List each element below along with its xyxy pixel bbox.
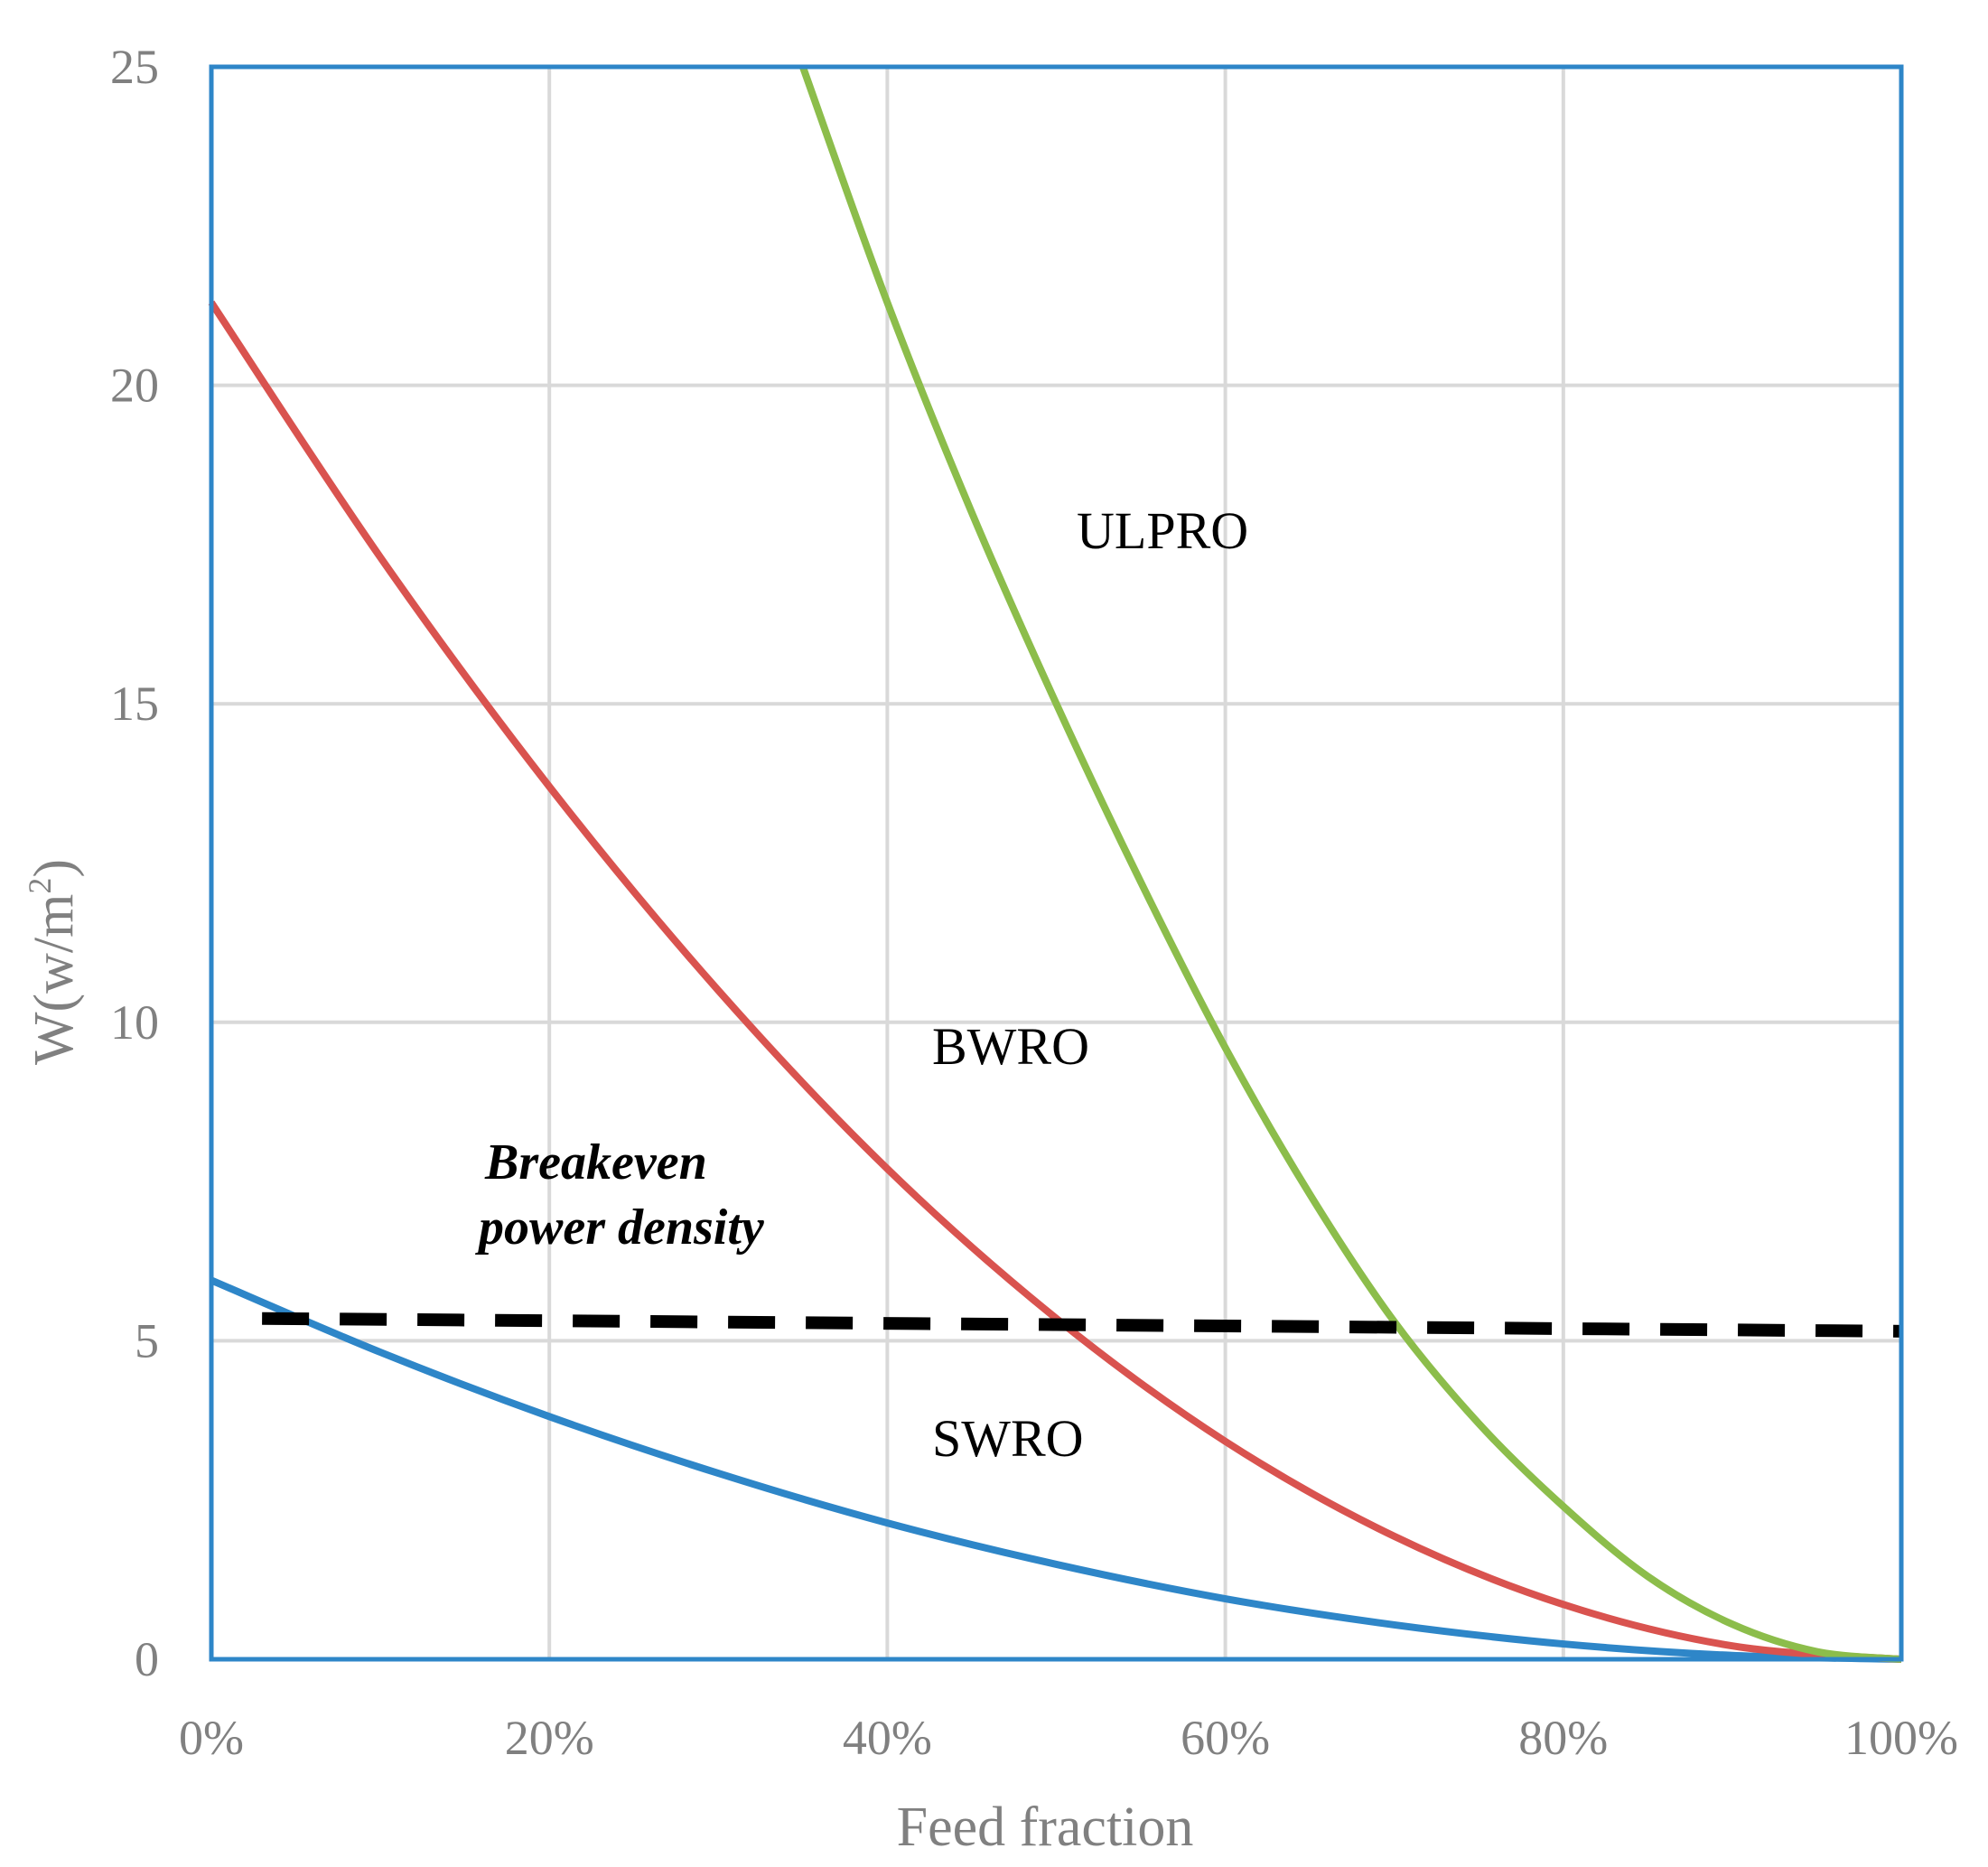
plot-frame [209, 64, 1904, 1662]
y-tick-label: 5 [135, 1313, 159, 1368]
y-tick-label: 10 [110, 995, 159, 1050]
breakeven-label-line2: power density [475, 1200, 765, 1256]
y-tick-label: 15 [110, 677, 159, 731]
x-tick-label: 20% [505, 1711, 594, 1765]
series-line-ulpro [799, 65, 1902, 1663]
x-tick-label: 40% [843, 1711, 932, 1765]
x-tick-label: 80% [1518, 1711, 1608, 1765]
tick-labels: 0% 20% 40% 60% 80% 100% 0 5 10 15 20 25 [110, 40, 1958, 1765]
y-axis-title-sup: 2 [22, 878, 58, 894]
y-axis-title-end: ) [23, 859, 85, 878]
y-axis-title-main: W(w/m [23, 894, 85, 1065]
x-tick-label: 0% [179, 1711, 244, 1765]
y-tick-label: 20 [110, 359, 159, 413]
x-tick-label: 60% [1181, 1711, 1270, 1765]
breakeven-label-line1: Breakeven [484, 1134, 707, 1190]
y-tick-label: 0 [135, 1632, 159, 1686]
x-tick-label: 100% [1844, 1711, 1958, 1765]
swro-label: SWRO [932, 1409, 1084, 1468]
ulpro-label: ULPRO [1077, 501, 1248, 560]
bwro-label: BWRO [932, 1017, 1089, 1076]
y-axis-title: W(w/m2) [22, 859, 85, 1065]
x-axis-title: Feed fraction [897, 1797, 1194, 1858]
series-line-bwro [208, 300, 1902, 1663]
series-layer [208, 65, 1902, 1663]
y-tick-label: 25 [110, 40, 159, 94]
series-line-swro [210, 1276, 1902, 1663]
series-line-breakeven-power-density [262, 1312, 1902, 1338]
